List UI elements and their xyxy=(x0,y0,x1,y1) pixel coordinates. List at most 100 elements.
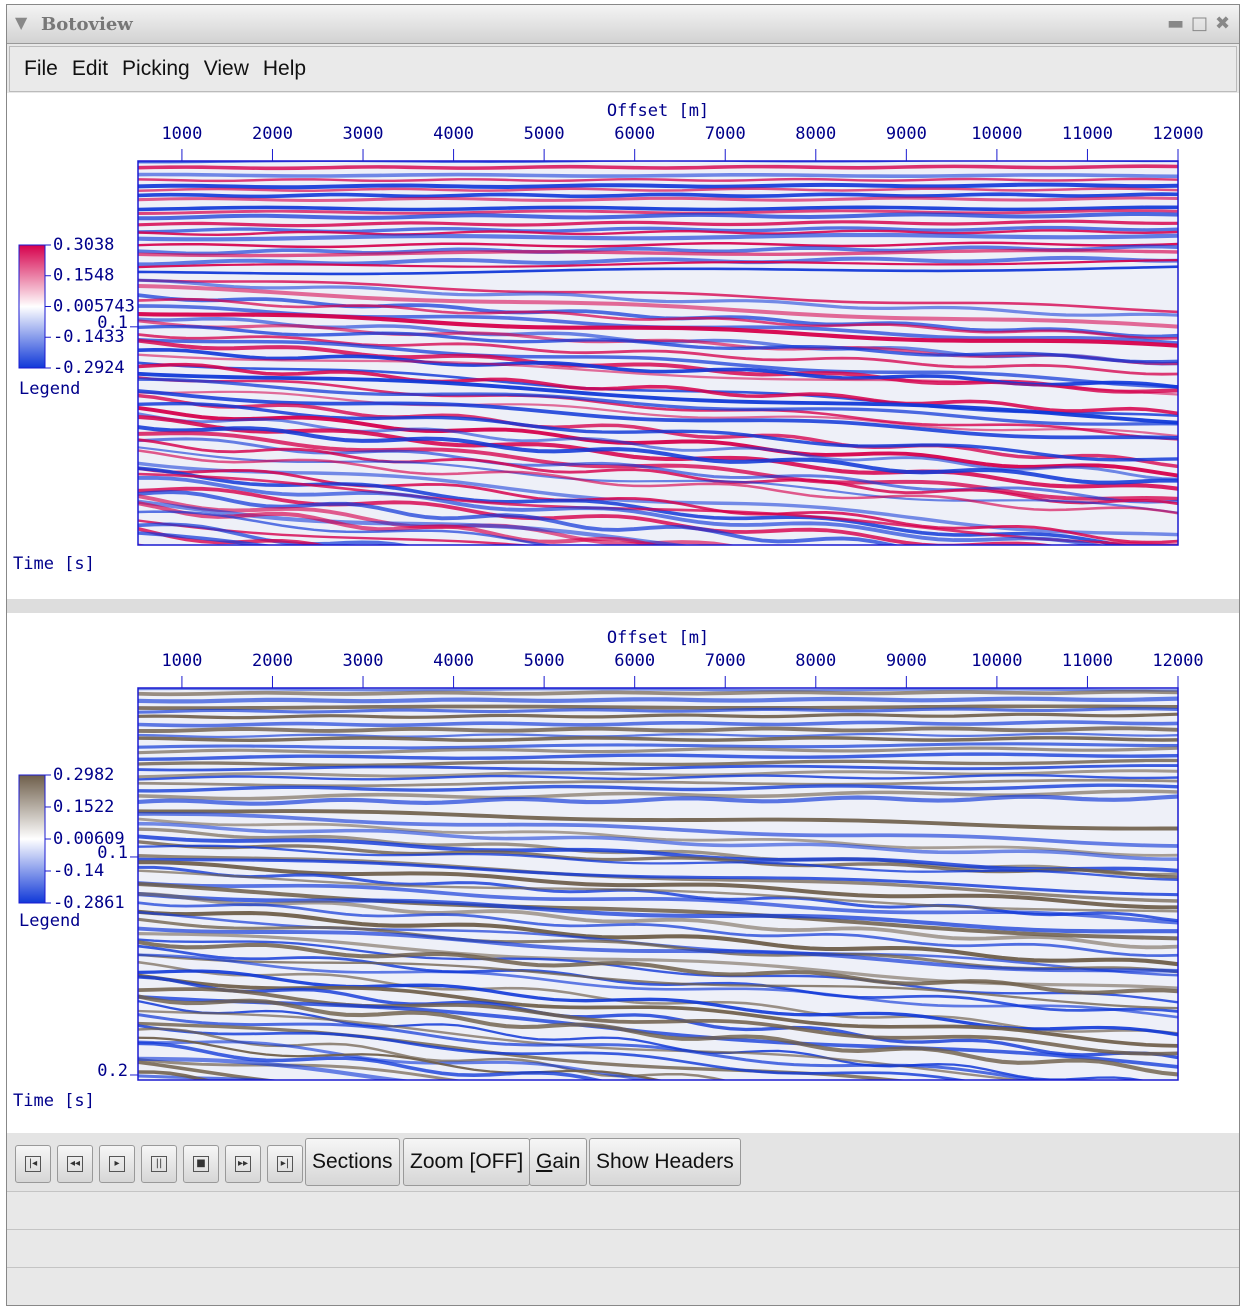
seismic-reflector xyxy=(138,319,1178,366)
seismic-reflector xyxy=(138,376,1178,441)
player-button[interactable]: ▸ xyxy=(99,1145,135,1183)
toolbar-button[interactable]: Show Headers xyxy=(589,1138,741,1186)
player-button[interactable]: |◂ xyxy=(15,1145,51,1183)
player-button[interactable]: || xyxy=(141,1145,177,1183)
legend-colorbar xyxy=(18,244,46,369)
menu-item[interactable]: Edit xyxy=(71,57,109,80)
seismic-reflector xyxy=(138,901,1178,957)
minimize-button[interactable]: ▬ xyxy=(1167,13,1185,34)
seismic-reflector xyxy=(138,510,554,545)
seismic-reflector xyxy=(138,196,1178,203)
menu-item[interactable]: File xyxy=(24,57,58,80)
seismic-reflector xyxy=(138,205,1178,212)
menu-bar: File Edit Picking View Help xyxy=(9,46,1237,92)
seismic-reflector xyxy=(138,377,1178,426)
seismic-reflector xyxy=(138,860,1178,910)
player-button[interactable]: ■ xyxy=(183,1145,219,1183)
seismic-reflector xyxy=(138,437,1178,504)
seismic-reflector xyxy=(138,821,1178,861)
seismic-reflector xyxy=(138,891,1178,934)
seismic-reflector xyxy=(138,752,1178,762)
seismic-reflector xyxy=(138,1041,606,1080)
seismic-reflector xyxy=(138,475,1105,545)
seismic-reflector xyxy=(138,338,1178,389)
maximize-button[interactable]: □ xyxy=(1191,13,1209,34)
player-button[interactable]: ◂◂ xyxy=(57,1145,93,1183)
seismic-reflector xyxy=(138,241,1178,249)
toolbar-button[interactable]: Gain xyxy=(529,1138,588,1186)
menu-item[interactable]: Picking xyxy=(122,57,190,80)
x-tick-label: 1000 xyxy=(161,651,202,671)
x-tick-label: 7000 xyxy=(705,651,746,671)
seismic-reflector xyxy=(138,994,1178,1069)
seismic-reflector xyxy=(138,527,327,545)
seismic-reflector xyxy=(138,172,1178,179)
toolbar-button[interactable]: Zoom [OFF] xyxy=(403,1138,531,1186)
seismic-reflector xyxy=(138,333,1178,376)
seismic-reflector xyxy=(138,182,1178,190)
seismic-reflector xyxy=(138,707,1178,714)
legend-label: 0.005743 xyxy=(53,296,135,316)
seismic-reflector xyxy=(138,987,1178,1056)
seismic-reflector xyxy=(138,953,1178,1019)
seismic-reflector xyxy=(138,696,1178,704)
seismic-reflector xyxy=(138,712,1178,720)
seismic-reflector xyxy=(138,187,1178,192)
seismic-reflector xyxy=(138,324,1178,364)
x-tick-label: 8000 xyxy=(795,124,836,144)
player-button[interactable]: ▸| xyxy=(267,1145,303,1183)
seismic-reflector xyxy=(138,758,1178,767)
seismic-reflector xyxy=(138,425,1178,485)
seismic-reflector xyxy=(138,519,535,545)
x-tick-label: 11000 xyxy=(1062,124,1113,144)
x-tick-label: 12000 xyxy=(1152,651,1203,671)
legend-title: Legend xyxy=(19,911,80,931)
seismic-reflector xyxy=(138,892,1178,950)
seismic-reflector xyxy=(138,461,1178,537)
splitter[interactable] xyxy=(7,599,1239,613)
seismic-reflector xyxy=(138,402,1178,462)
menu-item[interactable]: View xyxy=(203,57,249,80)
seismic-reflector xyxy=(138,764,1178,772)
seismic-reflector xyxy=(138,736,1178,743)
seismic-reflector xyxy=(138,809,1178,831)
seismic-reflector xyxy=(138,353,1178,396)
seismic-reflector xyxy=(138,1074,284,1080)
seismic-reflector xyxy=(138,219,1178,228)
legend-label: -0.2861 xyxy=(53,893,125,913)
legend-label: 0.1548 xyxy=(53,266,114,286)
toolbar-button[interactable]: Sections xyxy=(305,1138,400,1186)
x-axis-label: Offset [m] xyxy=(607,101,709,121)
close-button[interactable]: ✖ xyxy=(1215,13,1231,34)
seismic-reflector xyxy=(138,258,1178,269)
seismic-reflector xyxy=(138,789,1178,801)
seismic-reflector xyxy=(138,209,1178,215)
seismic-reflector xyxy=(138,994,1178,1077)
x-tick-label: 7000 xyxy=(705,124,746,144)
x-tick-label: 6000 xyxy=(614,651,655,671)
player-button[interactable]: ▸▸ xyxy=(225,1145,261,1183)
window-menu-icon[interactable]: ▼ xyxy=(15,13,28,32)
seismic-reflector xyxy=(138,472,1178,545)
seismic-reflector xyxy=(138,881,1178,941)
seismic-reflector xyxy=(138,211,1178,221)
title-bar: ▼ Botoview ▬ □ ✖ xyxy=(7,5,1239,44)
seismic-reflector xyxy=(138,177,1178,183)
x-tick-label: 2000 xyxy=(252,124,293,144)
x-tick-label: 9000 xyxy=(886,124,927,144)
y-axis-label: Time [s] xyxy=(13,1091,95,1111)
seismic-reflector xyxy=(138,244,1178,256)
legend-title: Legend xyxy=(19,379,80,399)
seismic-reflector xyxy=(138,164,1178,171)
seismic-image xyxy=(138,161,1178,545)
seismic-reflector xyxy=(138,953,1178,1010)
x-axis-label: Offset [m] xyxy=(607,628,709,648)
seismic-reflector xyxy=(138,1056,412,1080)
seismic-reflector xyxy=(138,742,1178,750)
seismic-reflector xyxy=(138,499,692,545)
menu-item[interactable]: Help xyxy=(262,57,307,80)
seismic-reflector xyxy=(138,405,1178,478)
seismic-reflector xyxy=(138,501,662,545)
y-axis-label: Time [s] xyxy=(13,554,95,574)
seismic-reflector xyxy=(138,265,1178,276)
